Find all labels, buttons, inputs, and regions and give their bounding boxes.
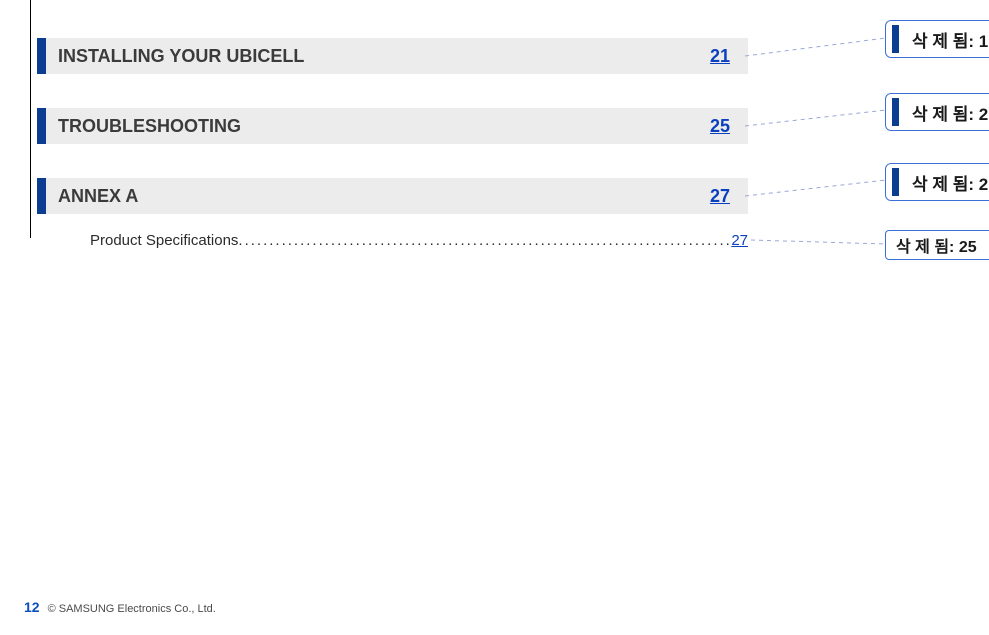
section-accent <box>37 108 46 144</box>
toc-section-troubleshooting: TROUBLESHOOTING 25 <box>37 108 748 144</box>
tracked-change-callout-1: 삭 제 됨: 1 <box>885 20 989 58</box>
section-accent <box>37 38 46 74</box>
page-footer: 12 © SAMSUNG Electronics Co., Ltd. <box>24 599 216 615</box>
callout-text: 삭 제 됨: 25 <box>896 233 977 257</box>
footer-page-number: 12 <box>24 599 40 615</box>
tracked-change-callout-2: 삭 제 됨: 2 <box>885 93 989 131</box>
section-body: INSTALLING YOUR UBICELL 21 <box>46 38 748 74</box>
toc-sub-page-link[interactable]: 27 <box>731 232 748 249</box>
section-body: ANNEX A 27 <box>46 178 748 214</box>
callout-text: 삭 제 됨: 2 <box>912 100 988 125</box>
section-body: TROUBLESHOOTING 25 <box>46 108 748 144</box>
callout-accent <box>892 98 899 126</box>
section-accent <box>37 178 46 214</box>
dot-leader: ........................................… <box>238 232 731 249</box>
callout-text: 삭 제 됨: 2 <box>912 170 988 195</box>
section-page-link[interactable]: 25 <box>710 116 730 137</box>
toc-section-annex-a: ANNEX A 27 <box>37 178 748 214</box>
callout-accent <box>892 168 899 196</box>
footer-copyright: © SAMSUNG Electronics Co., Ltd. <box>48 603 216 615</box>
section-title: ANNEX A <box>58 186 138 207</box>
section-page-link[interactable]: 21 <box>710 46 730 67</box>
page-root: INSTALLING YOUR UBICELL 21 TROUBLESHOOTI… <box>0 0 989 635</box>
section-title: TROUBLESHOOTING <box>58 116 241 137</box>
section-page-link[interactable]: 27 <box>710 186 730 207</box>
callout-connectors <box>0 0 989 635</box>
toc-section-installing: INSTALLING YOUR UBICELL 21 <box>37 38 748 74</box>
callout-text: 삭 제 됨: 1 <box>912 27 988 52</box>
callout-accent <box>892 25 899 53</box>
toc-sub-product-specs: Product Specifications .................… <box>90 228 748 252</box>
tracked-change-callout-3: 삭 제 됨: 2 <box>885 163 989 201</box>
section-title: INSTALLING YOUR UBICELL <box>58 46 304 67</box>
tracked-change-callout-4: 삭 제 됨: 25 <box>885 230 989 260</box>
left-vertical-rule <box>30 0 31 238</box>
toc-sub-label: Product Specifications <box>90 232 238 249</box>
